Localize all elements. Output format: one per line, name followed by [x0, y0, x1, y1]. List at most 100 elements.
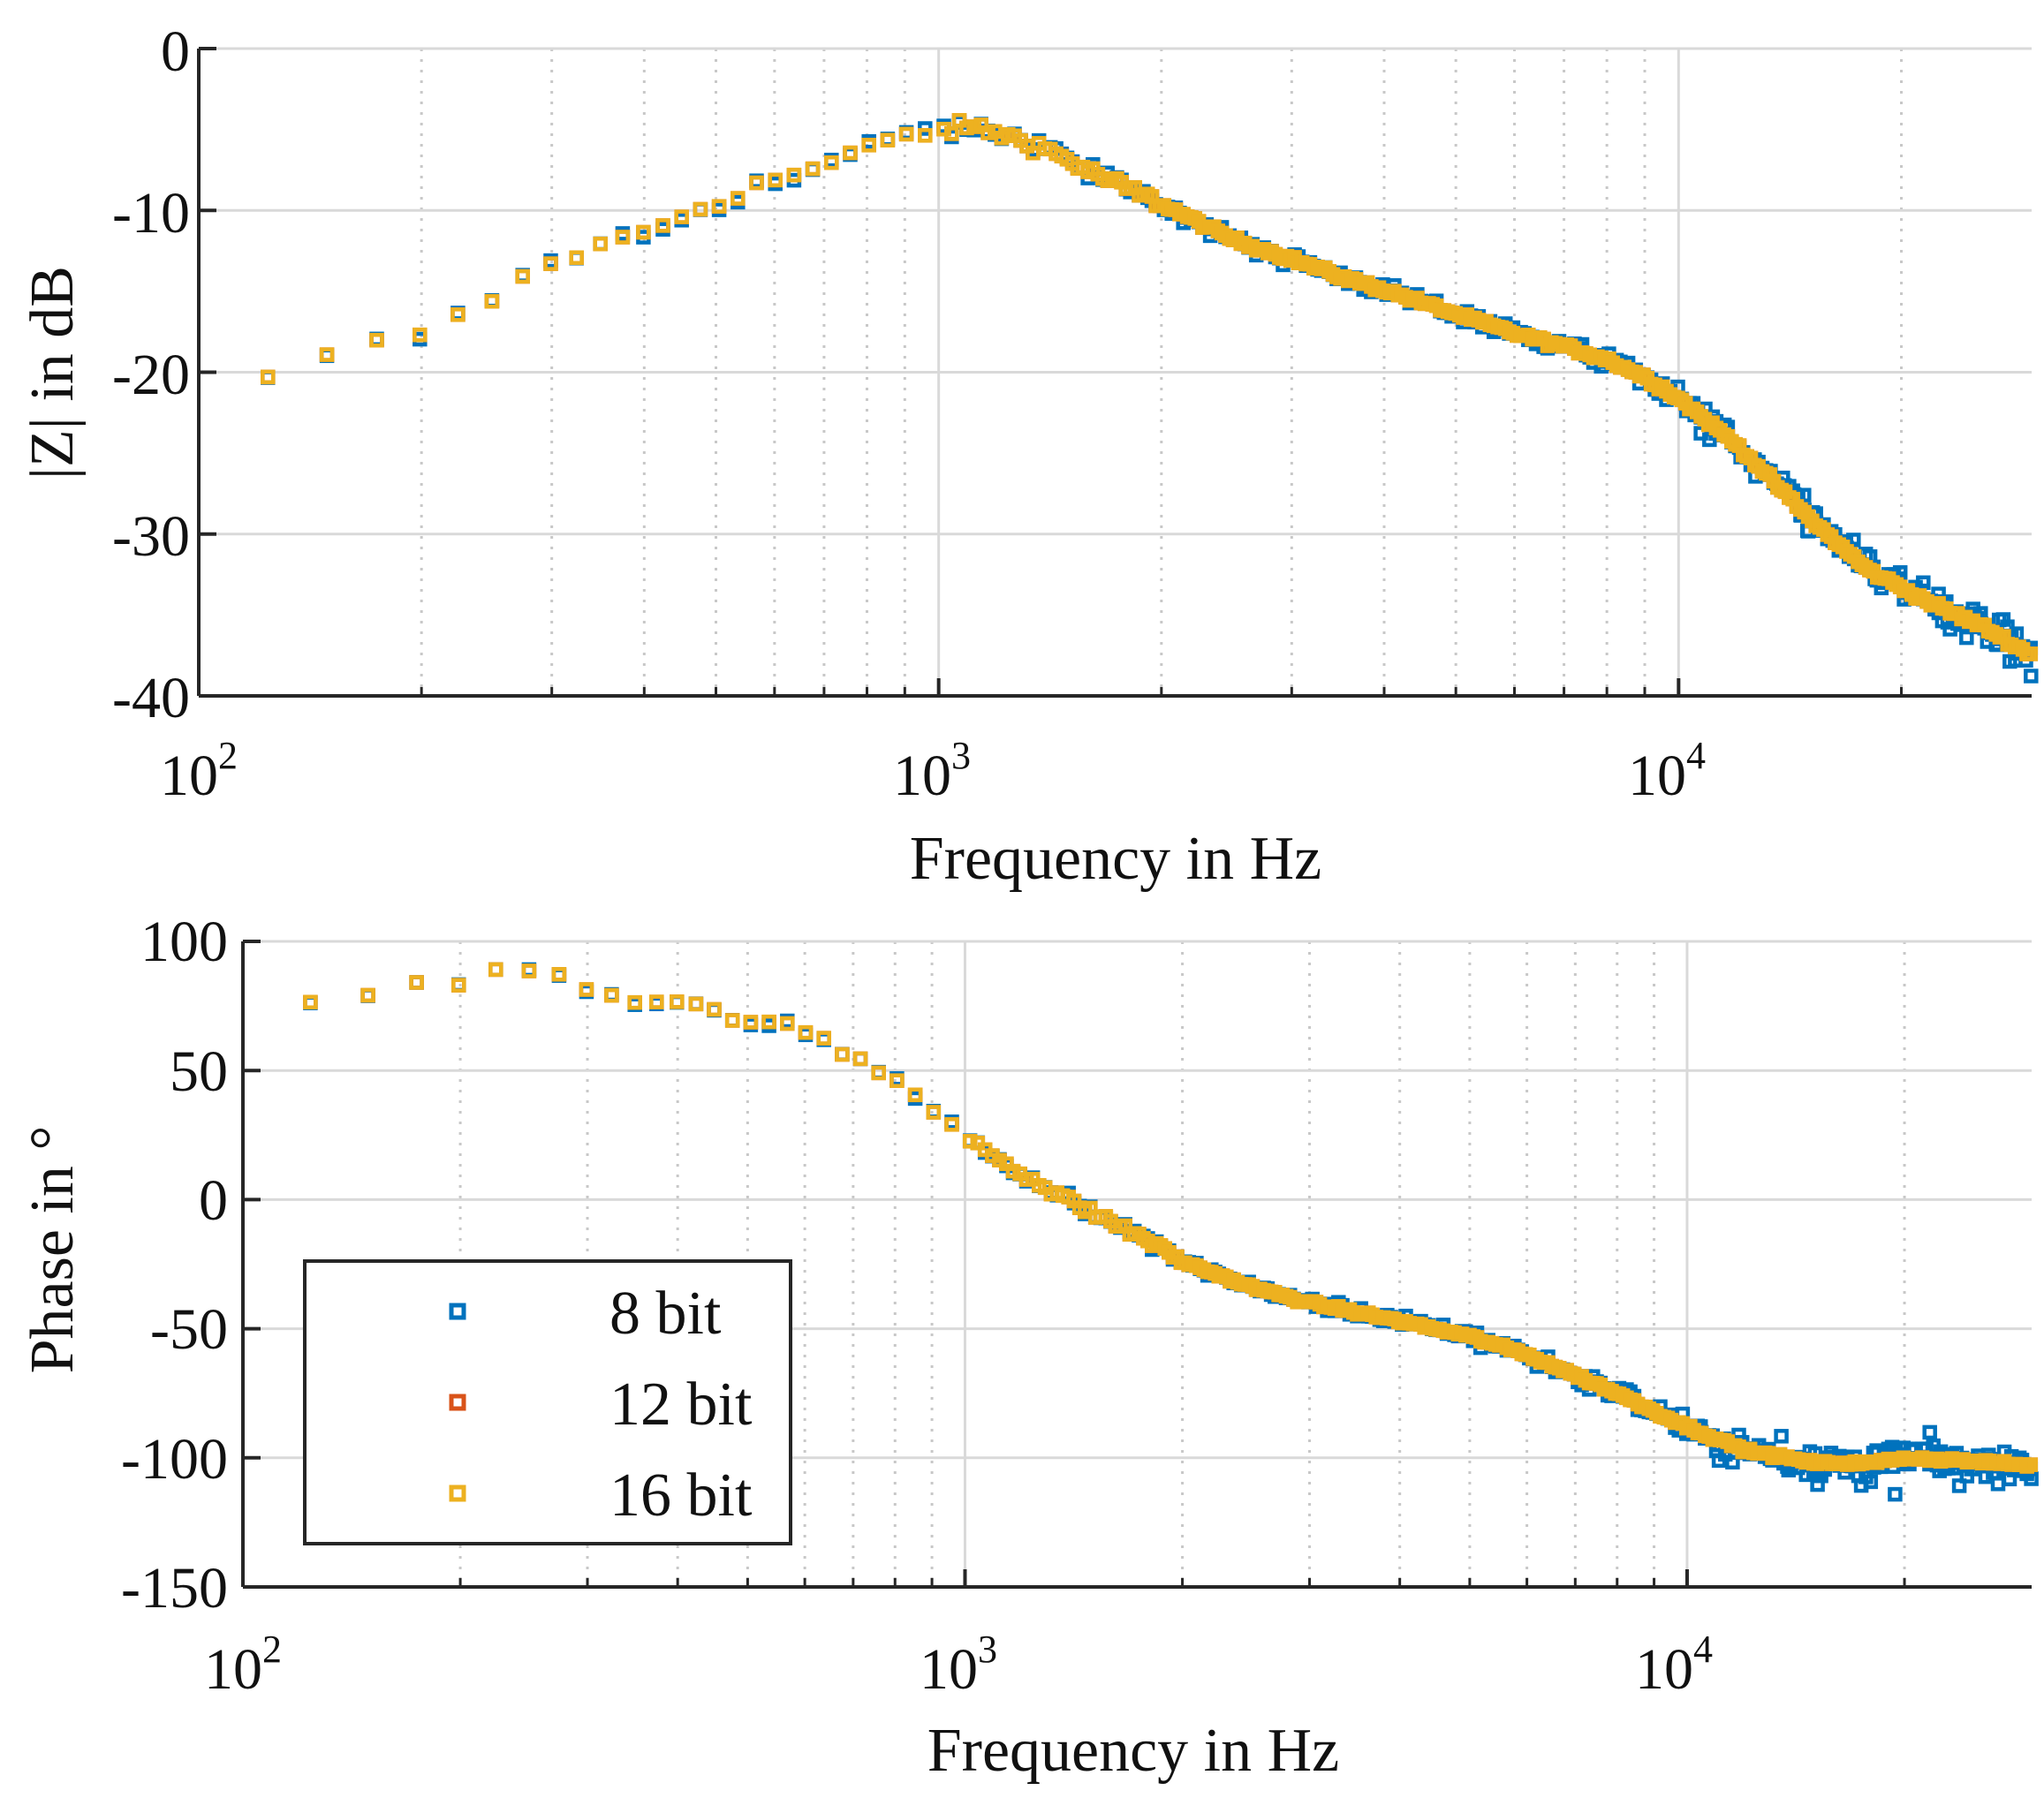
legend-box: [303, 1259, 792, 1545]
data-point-16bit: [890, 1073, 905, 1088]
data-point-8bit: [2024, 669, 2039, 684]
phase-ytick-label: 100: [140, 910, 228, 974]
data-point-16bit: [303, 994, 318, 1010]
phase-markers: [303, 962, 2039, 1502]
data-point-16bit: [369, 332, 384, 348]
data-point-16bit: [962, 1134, 978, 1149]
data-point-16bit: [835, 1046, 850, 1062]
legend-marker-16bit: [449, 1484, 466, 1502]
magnitude-ytick-label: -40: [112, 666, 190, 730]
data-point-16bit: [824, 155, 839, 170]
data-point-16bit: [816, 1031, 831, 1046]
data-point-16bit: [786, 167, 802, 183]
data-point-16bit: [569, 250, 584, 266]
data-point-16bit: [360, 987, 375, 1003]
data-point-16bit: [805, 161, 821, 177]
data-point-16bit: [409, 975, 424, 990]
data-point-16bit: [543, 256, 558, 271]
phase-xaxis-title: Frequency in Hz: [927, 1717, 1340, 1785]
data-point-8bit: [1863, 1474, 1879, 1490]
phase-axes: [241, 940, 2032, 1589]
magnitude-ytick-label: -20: [112, 343, 190, 407]
data-point-16bit: [918, 128, 933, 143]
legend-marker-8bit: [449, 1303, 466, 1320]
phase-ytick-label: -50: [150, 1297, 228, 1362]
data-point-8bit: [1916, 575, 1931, 591]
data-point-16bit: [515, 268, 530, 284]
legend: 8 bit 12 bit 16 bit: [303, 1259, 792, 1545]
data-point-16bit: [488, 962, 503, 978]
legend-label-8bit: 8 bit: [609, 1280, 722, 1348]
data-point-16bit: [521, 963, 537, 978]
data-point-8bit: [1951, 1478, 1967, 1493]
phase-xtick-label: 104: [1635, 1628, 1713, 1702]
data-point-16bit: [761, 1014, 776, 1030]
phase-ytick-label: -100: [121, 1427, 228, 1492]
data-point-8bit: [1922, 1424, 1937, 1440]
phase-ytick-label: -150: [121, 1556, 228, 1620]
data-point-16bit: [749, 175, 764, 191]
data-point-16bit: [944, 126, 959, 141]
data-point-16bit: [579, 982, 594, 997]
magnitude-grid: [199, 47, 2032, 698]
data-point-16bit: [768, 172, 783, 188]
data-point-16bit: [319, 347, 335, 362]
magnitude-ytick-label: 0: [161, 19, 190, 84]
data-point-16bit: [649, 994, 664, 1009]
data-point-16bit: [2023, 646, 2039, 661]
data-point-16bit: [724, 1013, 740, 1028]
phase-panel: 100 50 0 -50 -100 -150 102 103 104 Frequ…: [19, 910, 2039, 1785]
legend-label-16bit: 16 bit: [609, 1462, 753, 1530]
data-point-16bit: [743, 1015, 759, 1030]
data-point-8bit: [1774, 1429, 1789, 1444]
magnitude-xaxis-title: Frequency in Hz: [910, 825, 1322, 893]
data-point-16bit: [450, 307, 466, 322]
data-point-16bit: [655, 218, 670, 233]
data-point-16bit: [604, 987, 619, 1003]
data-point-16bit: [951, 113, 967, 128]
data-point-16bit: [688, 996, 704, 1012]
phase-ytick-label: 0: [199, 1168, 228, 1233]
phase-yaxis-title: Phase in °: [19, 1126, 87, 1374]
data-point-16bit: [707, 1001, 722, 1017]
magnitude-xtick-label: 103: [893, 734, 971, 808]
data-point-16bit: [798, 1024, 814, 1040]
data-point-16bit: [2023, 1457, 2039, 1472]
data-point-16bit: [451, 978, 466, 993]
data-point-16bit: [861, 138, 876, 153]
data-point-16bit: [261, 369, 276, 385]
data-point-16bit: [871, 1065, 886, 1081]
magnitude-panel: 0 -10 -20 -30 -40 102 103 104 Frequency …: [19, 19, 2039, 893]
magnitude-xtick-label: 104: [1628, 734, 1706, 808]
data-point-16bit: [670, 994, 685, 1009]
magnitude-ytick-label: -10: [112, 181, 190, 246]
phase-xtick-label: 103: [920, 1628, 997, 1702]
data-point-16bit: [711, 199, 727, 214]
magnitude-yaxis-title: |Z| in dB: [19, 266, 87, 480]
data-point-16bit: [413, 327, 428, 343]
data-point-16bit: [852, 1051, 868, 1067]
data-point-16bit: [907, 1087, 923, 1103]
data-point-16bit: [898, 126, 914, 142]
phase-xtick-label: 102: [204, 1628, 282, 1702]
data-point-16bit: [843, 145, 858, 161]
data-point-16bit: [674, 209, 689, 224]
data-point-16bit: [731, 191, 746, 206]
data-point-16bit: [780, 1016, 795, 1031]
data-point-16bit: [551, 967, 567, 982]
data-point-16bit: [944, 1117, 959, 1132]
data-point-8bit: [1888, 1486, 1903, 1502]
phase-ytick-label: 50: [170, 1039, 228, 1104]
magnitude-ytick-label: -30: [112, 504, 190, 569]
legend-label-12bit: 12 bit: [609, 1371, 753, 1439]
magnitude-axes: [197, 47, 2032, 698]
data-point-16bit: [636, 224, 651, 240]
data-point-16bit: [693, 201, 708, 217]
data-point-8bit: [1959, 630, 1974, 646]
data-point-16bit: [593, 236, 608, 252]
data-point-16bit: [484, 293, 500, 309]
magnitude-markers: [261, 113, 2039, 684]
legend-marker-12bit: [449, 1394, 466, 1411]
magnitude-xtick-label: 102: [160, 734, 238, 808]
